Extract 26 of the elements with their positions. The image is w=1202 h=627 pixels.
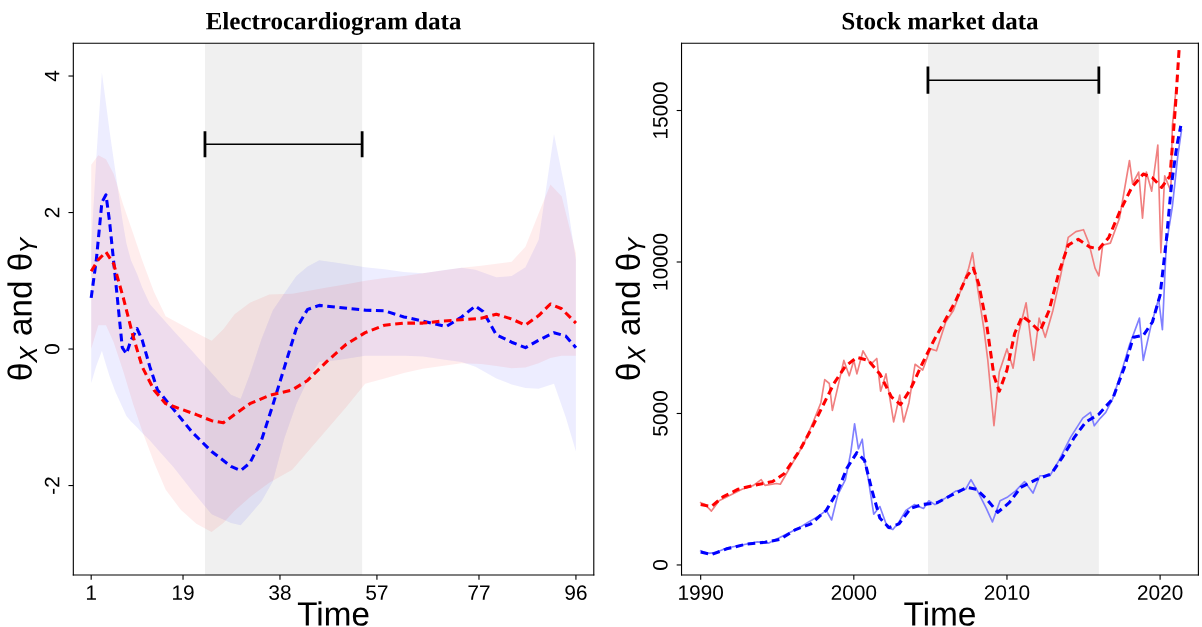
y-tick-label: 0 bbox=[652, 559, 668, 570]
y-tick-label: 10000 bbox=[652, 233, 668, 290]
chart-title: Stock market data bbox=[842, 12, 1039, 30]
x-axis-title: Time bbox=[904, 601, 975, 626]
x-tick-label: 1990 bbox=[679, 585, 724, 600]
chart-title: Electrocardiogram data bbox=[206, 12, 462, 35]
y-axis-title: θ$_{X}$ and θ$_{Y}$ bbox=[615, 236, 646, 380]
y-tick-label: 5000 bbox=[652, 391, 668, 436]
line-series bbox=[89, 250, 578, 425]
x-axis-title: Time bbox=[297, 601, 369, 626]
line-series bbox=[89, 193, 578, 473]
x-tick-label: 2000 bbox=[831, 585, 877, 600]
x-tick-label: 77 bbox=[468, 585, 490, 600]
x-tick-label: 2020 bbox=[1137, 585, 1183, 600]
y-tick-label: 4 bbox=[44, 70, 60, 82]
x-tick-label: 2010 bbox=[984, 585, 1030, 600]
x-tick-label: 19 bbox=[173, 585, 194, 600]
y-tick-label: 2 bbox=[44, 207, 60, 218]
x-tick-label: 1 bbox=[86, 585, 96, 600]
x-tick-label: 38 bbox=[269, 585, 291, 600]
y-tick-label: -2 bbox=[44, 477, 60, 494]
x-tick-label: 96 bbox=[565, 585, 587, 600]
y-tick-label: 0 bbox=[44, 344, 60, 355]
y-tick-label: 15000 bbox=[652, 82, 668, 138]
y-axis-title: θ$_{X}$ and θ$_{Y}$ bbox=[7, 236, 37, 380]
x-tick-label: 57 bbox=[366, 585, 388, 600]
